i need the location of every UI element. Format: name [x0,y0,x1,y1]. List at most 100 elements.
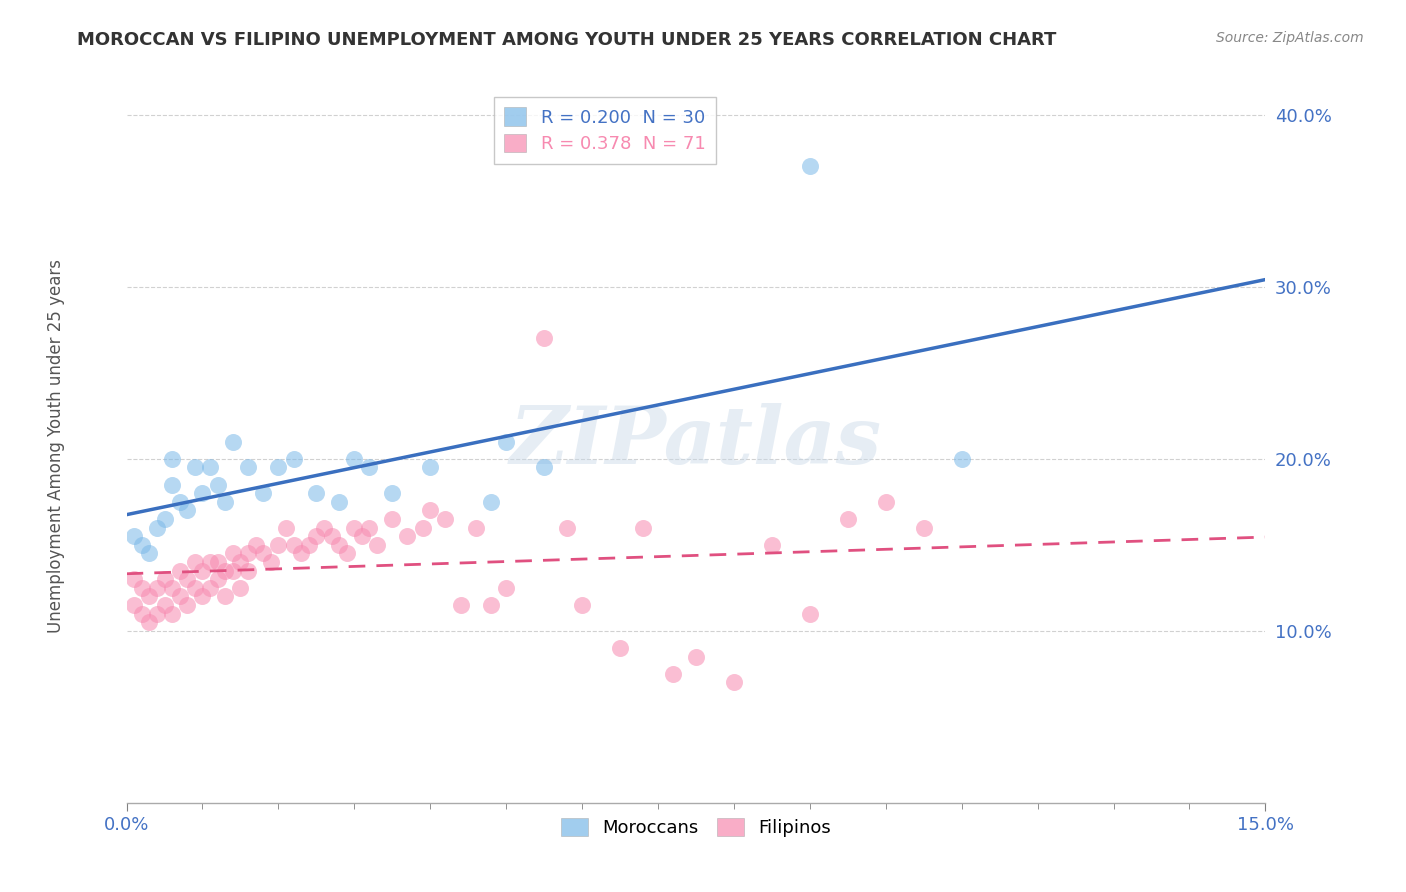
Point [799,159,821,173]
Point [138,615,160,630]
Point [122,572,145,586]
Point [381,486,404,500]
Point [160,581,183,595]
Point [912,520,935,534]
Point [198,555,221,569]
Point [191,590,214,604]
Point [343,520,366,534]
Point [146,607,169,621]
Point [328,538,350,552]
Point [479,598,502,612]
Point [131,607,153,621]
Point [214,564,236,578]
Point [381,512,404,526]
Point [146,520,169,534]
Point [222,546,245,560]
Point [229,581,252,595]
Point [685,649,707,664]
Point [799,607,821,621]
Point [412,520,434,534]
Point [283,538,305,552]
Point [321,529,343,543]
Point [245,538,267,552]
Point [207,555,229,569]
Point [875,494,897,508]
Point [336,546,359,560]
Point [419,460,441,475]
Point [184,555,207,569]
Point [252,546,274,560]
Text: MOROCCAN VS FILIPINO UNEMPLOYMENT AMONG YOUTH UNDER 25 YEARS CORRELATION CHART: MOROCCAN VS FILIPINO UNEMPLOYMENT AMONG … [77,31,1057,49]
Point [298,538,321,552]
Point [761,538,783,552]
Point [169,590,191,604]
Point [236,546,259,560]
Point [153,512,176,526]
Point [222,434,245,449]
Point [533,331,555,345]
Point [160,477,183,491]
Legend: Moroccans, Filipinos: Moroccans, Filipinos [554,811,838,845]
Point [160,451,183,466]
Point [555,520,578,534]
Point [214,494,236,508]
Point [122,529,145,543]
Point [366,538,388,552]
Point [184,460,207,475]
Point [305,529,328,543]
Point [723,675,745,690]
Point [396,529,419,543]
Point [479,494,502,508]
Point [950,451,973,466]
Point [305,486,328,500]
Point [343,451,366,466]
Point [283,451,305,466]
Point [495,434,517,449]
Point [131,538,153,552]
Point [662,666,685,681]
Point [464,520,486,534]
Point [533,460,555,475]
Point [252,486,274,500]
Point [267,460,290,475]
Point [290,546,312,560]
Point [450,598,472,612]
Point [222,564,245,578]
Point [571,598,593,612]
Point [267,538,290,552]
Point [419,503,441,517]
Point [191,486,214,500]
Point [176,503,198,517]
Point [328,494,350,508]
Point [176,598,198,612]
Point [631,520,654,534]
Point [214,590,236,604]
Point [312,520,335,534]
Point [359,460,381,475]
Point [176,572,198,586]
Point [229,555,252,569]
Point [138,590,160,604]
Point [153,598,176,612]
Point [198,460,221,475]
Point [122,598,145,612]
Text: Unemployment Among Youth under 25 years: Unemployment Among Youth under 25 years [48,259,65,633]
Point [138,546,160,560]
Point [609,640,631,655]
Point [131,581,153,595]
Text: ZIPatlas: ZIPatlas [510,403,882,480]
Point [160,607,183,621]
Point [359,520,381,534]
Point [495,581,517,595]
Point [207,477,229,491]
Point [837,512,859,526]
Text: Source: ZipAtlas.com: Source: ZipAtlas.com [1216,31,1364,45]
Point [169,494,191,508]
Point [146,581,169,595]
Point [169,564,191,578]
Point [191,564,214,578]
Point [350,529,373,543]
Point [274,520,297,534]
Point [153,572,176,586]
Point [236,460,259,475]
